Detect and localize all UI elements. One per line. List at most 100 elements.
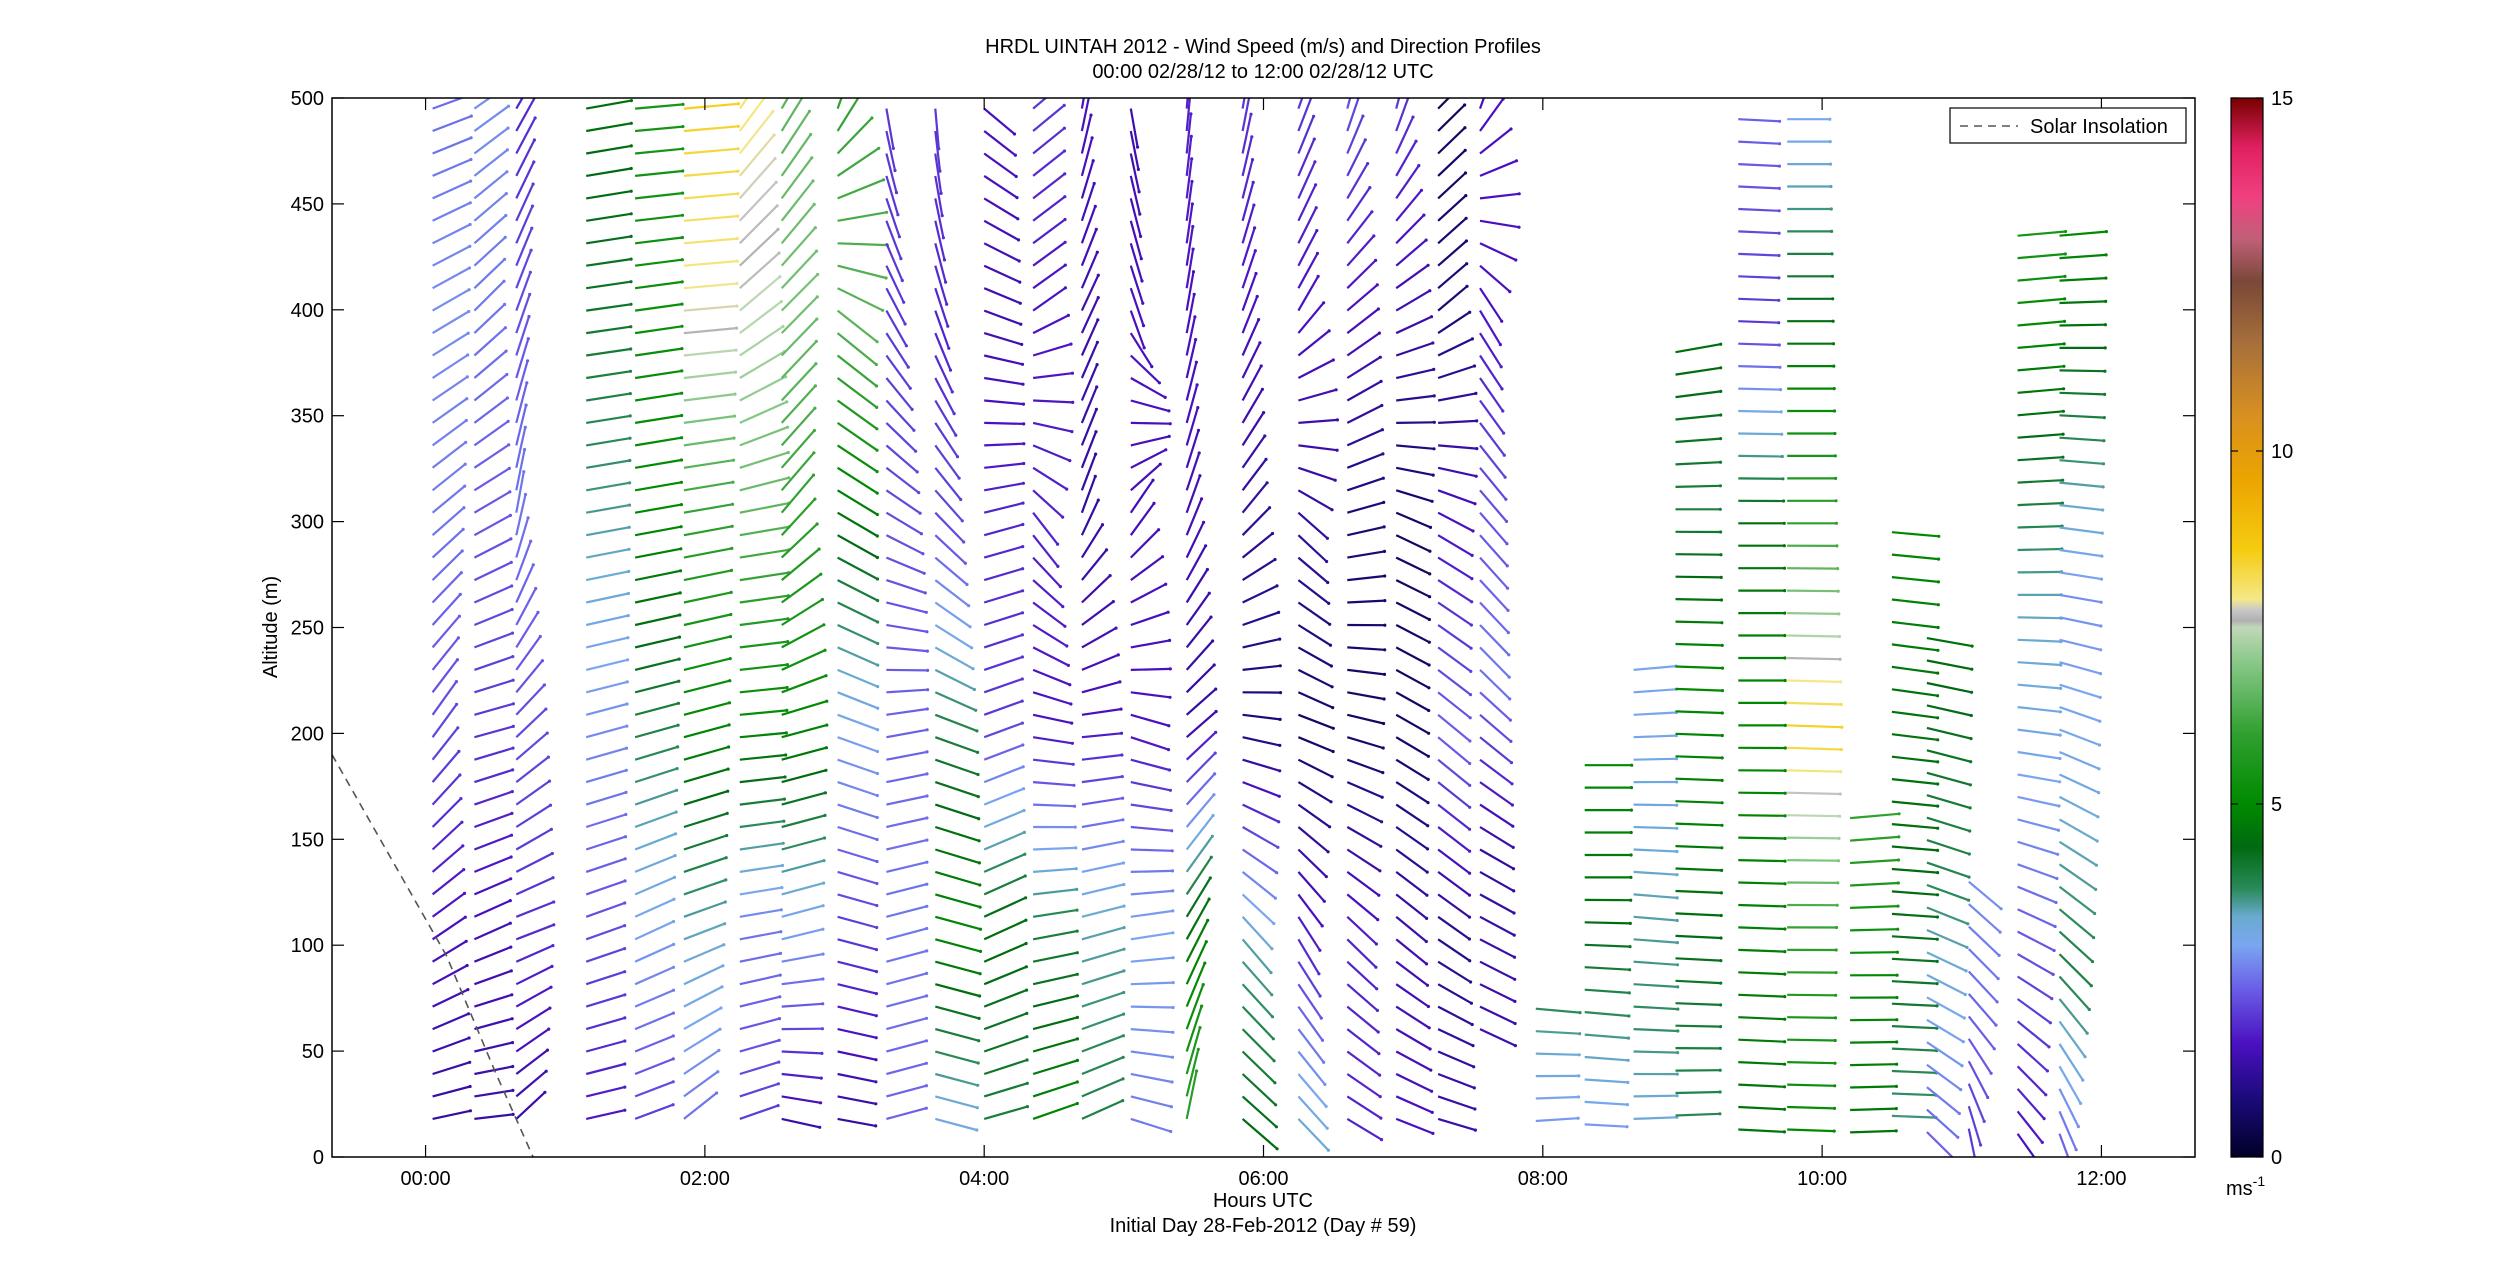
wind-barb <box>683 878 727 896</box>
wind-barb-tip <box>1214 687 1218 691</box>
wind-barb-tip <box>1062 81 1065 84</box>
wind-barb-tip <box>1675 873 1679 877</box>
wind-barb <box>1032 1037 1078 1053</box>
wind-barb-tip <box>1017 259 1021 263</box>
wind-barb-tip <box>1896 927 1900 931</box>
wind-barb-tip <box>549 985 553 989</box>
wind-barb-tip <box>1431 473 1435 477</box>
wind-barb-tip <box>1121 1077 1125 1081</box>
wind-barb-tip <box>970 646 974 650</box>
wind-barb <box>1675 598 1722 602</box>
wind-barb <box>837 781 878 797</box>
wind-barb-tip <box>925 630 929 634</box>
wind-barb-tip <box>1502 453 1506 457</box>
wind-barb-tip <box>1967 898 1971 902</box>
wind-barb <box>1437 803 1471 831</box>
wind-barb-tip <box>2092 936 2096 940</box>
wind-barb-tip <box>464 418 468 423</box>
wind-barb <box>2059 436 2104 442</box>
wind-barb <box>1479 601 1510 634</box>
wind-barb-tip <box>1166 610 1170 614</box>
wind-barb-tip <box>875 470 879 474</box>
wind-barb <box>837 1050 877 1061</box>
wind-barb <box>983 1035 1028 1053</box>
wind-barb-tip <box>1473 502 1477 506</box>
wind-barb-tip <box>925 728 929 732</box>
wind-barb-tip <box>721 964 725 968</box>
wind-barb-tip <box>1326 580 1330 585</box>
wind-barb-tip <box>1020 699 1024 703</box>
wind-barb-tip <box>1021 567 1025 571</box>
wind-barb-tip <box>1833 431 1837 436</box>
wind-barb-tip <box>1676 1051 1680 1055</box>
wind-barb-tip <box>1578 1011 1582 1015</box>
wind-barb <box>2059 683 2101 699</box>
y-tick-label: 350 <box>291 406 324 428</box>
wind-barb <box>2017 885 2057 904</box>
wind-barb <box>1395 736 1429 758</box>
wind-barb-tip <box>1022 830 1026 835</box>
wind-barb <box>1346 356 1381 379</box>
wind-barb-tip <box>1424 238 1428 242</box>
wind-barb-tip <box>717 1048 721 1052</box>
wind-barb-tip <box>1427 1026 1431 1030</box>
wind-barb-tip <box>1719 437 1723 441</box>
wind-barb-tip <box>1675 918 1679 923</box>
wind-barb <box>781 791 826 806</box>
wind-barb-tip <box>1025 1081 1029 1085</box>
wind-barb <box>1185 1027 1202 1075</box>
wind-barb <box>837 848 878 863</box>
wind-barb <box>1891 1069 1937 1074</box>
wind-barb <box>885 153 898 193</box>
wind-barb-tip <box>1278 769 1282 773</box>
wind-barb <box>1584 966 1630 971</box>
wind-barb <box>1675 800 1723 804</box>
wind-barb <box>1738 207 1780 212</box>
wind-barb-tip <box>1380 795 1384 799</box>
wind-barb-tip <box>467 1036 471 1040</box>
wind-barb <box>1185 521 1205 559</box>
wind-barb <box>1241 848 1278 874</box>
wind-barb <box>934 377 956 415</box>
wind-barb-tip <box>1782 544 1786 548</box>
wind-barb <box>585 924 625 941</box>
wind-barb <box>1675 484 1721 488</box>
wind-barb <box>1346 235 1375 267</box>
wind-barb-tip <box>785 708 789 713</box>
wind-barb-tip <box>1206 918 1210 923</box>
wind-barb <box>1130 981 1174 986</box>
wind-barb-tip <box>1970 667 1974 671</box>
wind-barb <box>885 265 905 303</box>
wind-barb <box>984 482 1024 492</box>
wind-barb-tip <box>1020 633 1024 637</box>
wind-barb <box>1675 912 1722 917</box>
wind-barb-tip <box>978 949 983 954</box>
wind-barb <box>739 1039 780 1053</box>
wind-barb-tip <box>809 132 813 137</box>
wind-barb <box>1479 242 1517 261</box>
wind-barb <box>1437 1005 1473 1026</box>
wind-barb-tip <box>814 249 819 253</box>
wind-barb <box>515 183 535 222</box>
wind-barb-tip <box>1122 904 1126 908</box>
wind-barb <box>683 459 734 469</box>
wind-barb <box>1185 773 1216 806</box>
wind-barb <box>781 573 822 604</box>
wind-barb-tip <box>912 428 916 432</box>
wind-barb <box>2059 706 2101 723</box>
wind-barb-tip <box>1628 968 1632 972</box>
wind-barb-tip <box>874 1124 878 1128</box>
wind-barb-tip <box>818 1125 822 1129</box>
wind-barb-tip <box>1168 695 1172 699</box>
wind-barb-tip <box>2055 876 2059 881</box>
wind-barb <box>431 441 467 469</box>
wind-barb <box>886 728 928 739</box>
wind-barb-tip <box>1189 90 1192 93</box>
wind-barb-tip <box>623 901 627 905</box>
wind-barb-tip <box>1464 239 1468 243</box>
wind-barb <box>837 1028 877 1039</box>
wind-barb-tip <box>1430 499 1434 503</box>
wind-barb <box>739 798 785 806</box>
wind-barb-tip <box>2089 984 2093 988</box>
